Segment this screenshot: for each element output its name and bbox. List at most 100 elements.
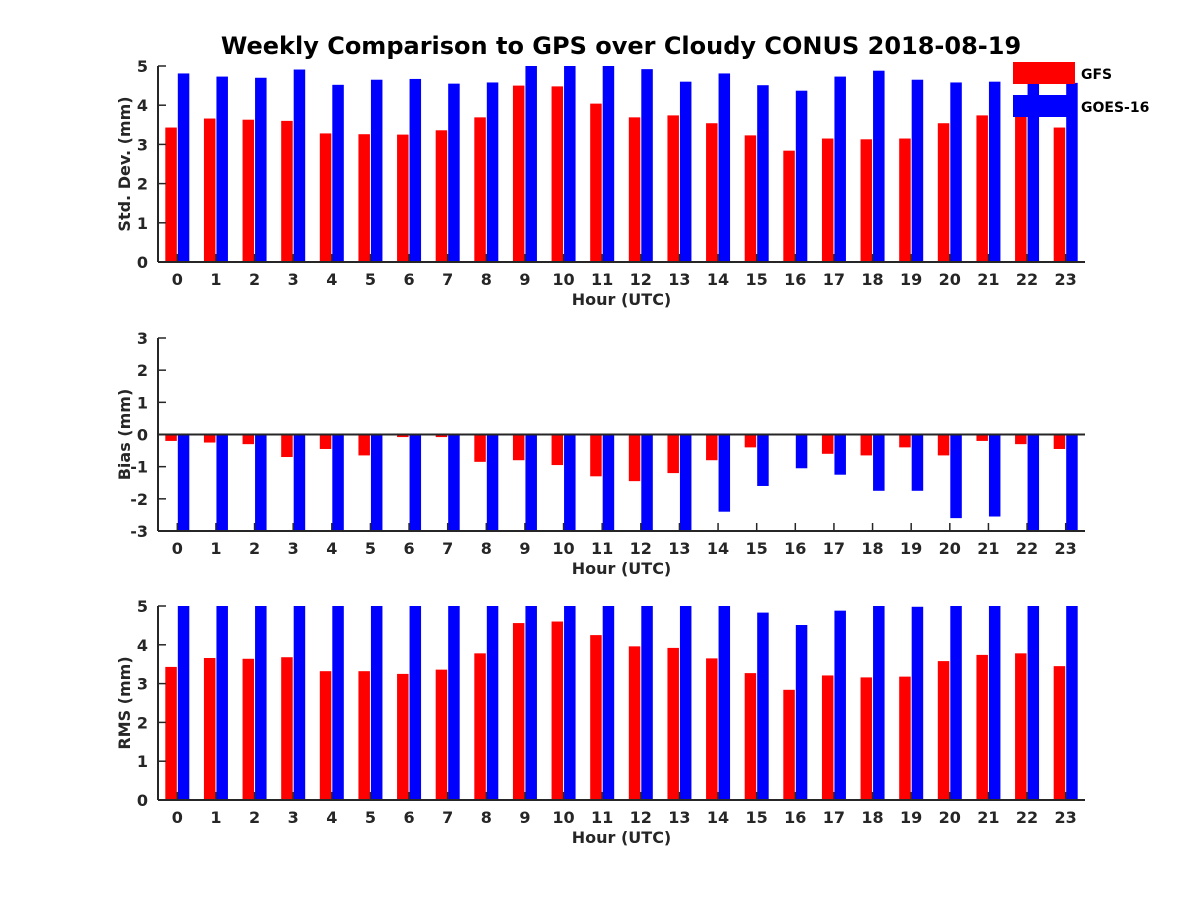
bar-gfs-4 [319, 671, 332, 800]
bar-goes-16-13 [679, 434, 692, 531]
x-tick-label: 13 [668, 539, 690, 558]
x-tick-label: 21 [977, 270, 999, 289]
x-tick-label: 2 [249, 539, 260, 558]
x-tick-label: 11 [591, 270, 613, 289]
x-tick-label: 10 [552, 270, 574, 289]
x-tick-label: 13 [668, 270, 690, 289]
bar-goes-16-1 [216, 434, 228, 531]
bar-goes-16-19 [911, 434, 924, 491]
y-axis-label: Std. Dev. (mm) [115, 96, 134, 231]
chart-title: Weekly Comparison to GPS over Cloudy CON… [221, 32, 1021, 60]
bar-goes-16-7 [448, 83, 460, 262]
bar-goes-16-14 [718, 434, 731, 512]
x-tick-label: 14 [707, 808, 729, 827]
x-tick-label: 5 [365, 539, 376, 558]
x-tick-label: 18 [861, 808, 883, 827]
y-tick-label: 2 [137, 361, 148, 380]
x-tick-label: 2 [249, 808, 260, 827]
bar-gfs-18 [860, 434, 873, 456]
x-tick-label: 23 [1055, 539, 1077, 558]
y-tick-label: -1 [130, 458, 148, 477]
y-tick-label: 0 [137, 791, 148, 810]
legend: GFS GOES-16 [1013, 62, 1149, 117]
legend-label-goes-16: GOES-16 [1081, 100, 1149, 116]
bar-goes-16-9 [525, 606, 537, 800]
bar-gfs-5 [358, 671, 370, 800]
bar-gfs-19 [899, 434, 911, 448]
bar-gfs-22 [1015, 114, 1027, 262]
bar-goes-16-12 [641, 69, 653, 262]
bar-gfs-15 [744, 135, 757, 262]
x-tick-label: 18 [861, 270, 883, 289]
bar-gfs-21 [976, 434, 988, 441]
y-tick-label: -2 [130, 490, 148, 509]
bar-goes-16-11 [602, 606, 615, 800]
x-tick-label: 5 [365, 270, 376, 289]
bar-gfs-4 [319, 133, 332, 262]
bar-goes-16-3 [293, 434, 306, 531]
x-tick-label: 18 [861, 539, 883, 558]
bar-gfs-6 [397, 134, 409, 262]
bar-gfs-8 [474, 653, 486, 800]
bar-goes-16-13 [679, 606, 692, 800]
bar-goes-16-22 [1027, 434, 1040, 531]
bar-gfs-8 [474, 117, 486, 262]
bar-gfs-3 [281, 657, 293, 800]
y-tick-label: 5 [137, 57, 148, 76]
x-tick-label: 8 [481, 539, 492, 558]
bar-goes-16-18 [873, 434, 885, 491]
bar-gfs-19 [899, 138, 911, 262]
bar-goes-16-6 [409, 434, 422, 531]
x-tick-label: 17 [823, 539, 845, 558]
bar-goes-16-2 [255, 606, 267, 800]
legend-swatch-gfs [1013, 62, 1075, 84]
bar-gfs-20 [937, 434, 950, 456]
legend-label-gfs: GFS [1081, 67, 1112, 83]
x-tick-label: 20 [939, 808, 961, 827]
bar-gfs-17 [821, 138, 834, 262]
bar-gfs-14 [706, 434, 718, 461]
bar-gfs-12 [628, 434, 641, 482]
x-tick-label: 19 [900, 270, 922, 289]
bar-gfs-2 [242, 658, 255, 800]
bar-goes-16-6 [409, 78, 422, 262]
bar-goes-16-20 [950, 82, 962, 263]
x-tick-label: 22 [1016, 808, 1038, 827]
x-tick-label: 15 [746, 808, 768, 827]
bar-goes-16-13 [679, 81, 692, 263]
bar-gfs-8 [474, 434, 486, 462]
bar-goes-16-23 [1066, 606, 1078, 800]
x-tick-label: 1 [210, 539, 221, 558]
y-axis-label: Bias (mm) [115, 389, 134, 481]
bar-goes-16-21 [988, 606, 1001, 800]
x-tick-label: 11 [591, 539, 613, 558]
x-tick-label: 17 [823, 270, 845, 289]
bar-goes-16-21 [988, 434, 1001, 517]
x-tick-label: 4 [326, 539, 337, 558]
x-tick-label: 7 [442, 808, 453, 827]
y-tick-label: -3 [130, 522, 148, 541]
x-tick-label: 22 [1016, 270, 1038, 289]
bar-gfs-17 [821, 434, 834, 454]
bar-gfs-3 [281, 434, 293, 458]
y-tick-label: 1 [137, 752, 148, 771]
x-tick-label: 6 [403, 270, 414, 289]
x-tick-label: 21 [977, 539, 999, 558]
bar-goes-16-15 [757, 612, 769, 800]
bar-goes-16-10 [564, 606, 576, 800]
y-tick-label: 3 [137, 675, 148, 694]
bar-gfs-5 [358, 134, 370, 262]
y-tick-label: 2 [137, 713, 148, 732]
x-tick-label: 16 [784, 808, 806, 827]
bar-goes-16-16 [795, 625, 808, 800]
bar-goes-16-9 [525, 434, 537, 531]
bar-gfs-14 [706, 123, 718, 262]
bar-gfs-0 [165, 127, 177, 262]
bar-goes-16-20 [950, 434, 962, 519]
x-tick-label: 0 [172, 539, 183, 558]
bar-goes-16-11 [602, 66, 615, 262]
x-tick-label: 3 [288, 539, 299, 558]
